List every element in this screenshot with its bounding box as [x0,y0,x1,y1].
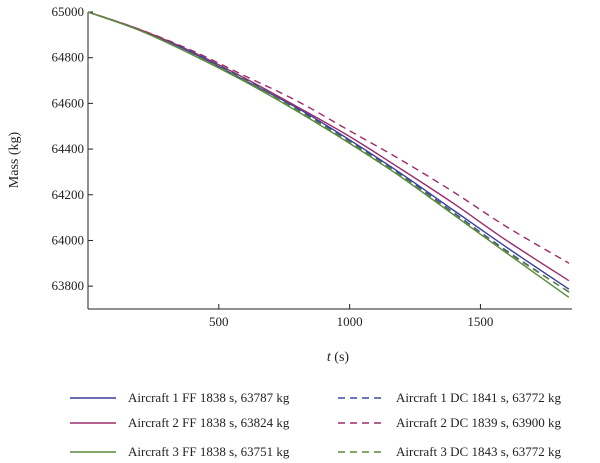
x-axis-title-variable: t [327,350,332,365]
legend-label-4: Aircraft 1 DC 1841 s, 63772 kg [396,390,562,405]
x-tick-label: 1500 [467,314,493,329]
legend: Aircraft 1 FF 1838 s, 63787 kg Aircraft 2… [70,390,562,459]
y-axis-title: Mass (kg) [7,131,22,188]
x-axis: 500 1000 1500 [209,304,493,329]
y-tick-label: 64200 [52,187,85,202]
y-axis: 63800 64000 64200 64400 64600 64800 65000 [52,4,93,293]
legend-label-6: Aircraft 3 DC 1843 s, 63772 kg [396,444,562,459]
legend-label-3: Aircraft 3 FF 1838 s, 63751 kg [128,444,290,459]
y-tick-label: 65000 [52,4,85,19]
legend-label-1: Aircraft 1 FF 1838 s, 63787 kg [128,390,290,405]
y-tick-label: 64000 [52,232,85,247]
y-tick-label: 64600 [52,95,85,110]
series-line-1 [87,11,570,290]
legend-label-2: Aircraft 2 FF 1838 s, 63824 kg [128,415,290,430]
x-tick-label: 1000 [337,314,363,329]
y-tick-label: 63800 [52,278,85,293]
series-line-3 [87,11,570,298]
series-line-5 [87,11,570,264]
x-axis-title: t (s) [327,350,350,365]
series-layer [87,11,571,298]
x-axis-title-unit: (s) [331,350,350,365]
legend-label-5: Aircraft 2 DC 1839 s, 63900 kg [396,415,562,430]
x-tick-label: 500 [209,314,229,329]
y-tick-label: 64400 [52,141,85,156]
series-line-6 [87,11,571,294]
y-tick-label: 64800 [52,50,85,65]
plot-area [87,12,572,310]
series-line-4 [87,11,571,294]
